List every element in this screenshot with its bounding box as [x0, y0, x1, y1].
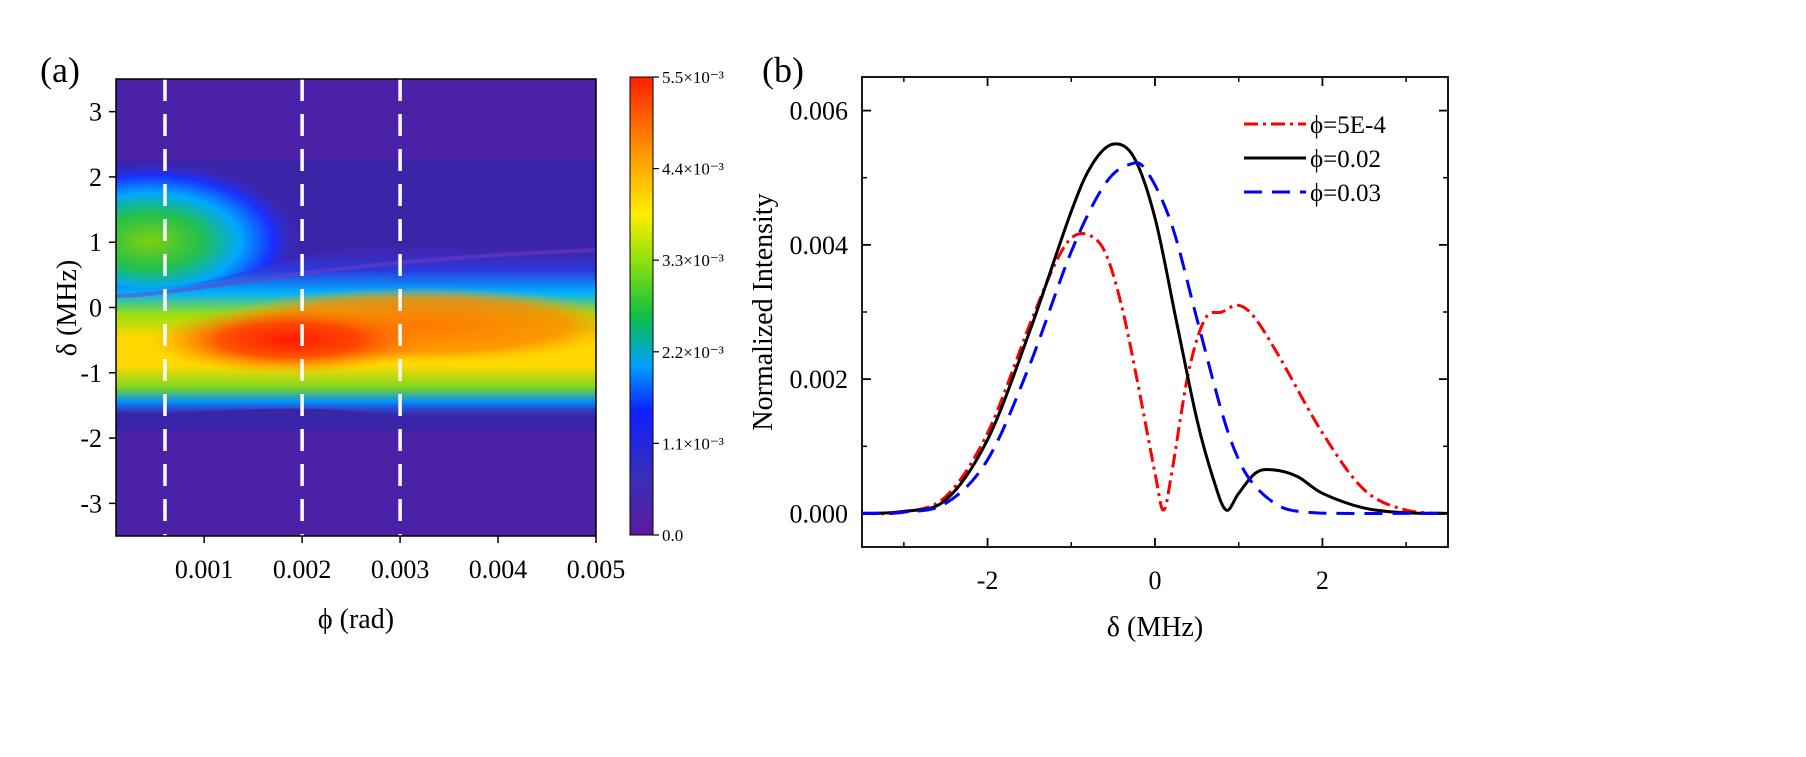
dashed-guide-lines: [163, 79, 402, 536]
series-line-1: [861, 232, 1449, 516]
panel-a-y-tick-label: -3: [80, 489, 102, 518]
panel-a-x-tick-label: 0.005: [567, 555, 626, 584]
panel-a-y-tick-label: 3: [89, 98, 102, 127]
panel-b-y-label: Normalized Intensity: [748, 193, 779, 430]
panel-a-axes: 0.001 0.002 0.003 0.004 0.005 -3 -2 -1 0 1 2 3: [80, 98, 625, 584]
legend-entry-label: ϕ=5E-4: [1310, 112, 1386, 139]
panel-a-y-tick-label: -2: [80, 424, 102, 453]
panel-b-x-tick-label: 0: [1149, 566, 1162, 595]
colorbar-tick-label: 4.4×10⁻³: [662, 160, 724, 179]
panel-b-x-tick-label: 2: [1316, 566, 1329, 595]
panel-b-x-tick-label: -2: [977, 566, 999, 595]
series-line-2: [861, 142, 1449, 515]
panel-a-y-label: δ (MHz): [52, 260, 83, 356]
panel-a-label: (a): [40, 50, 80, 90]
colorbar: [629, 76, 654, 536]
panel-a-x-tick-label: 0.004: [469, 555, 528, 584]
panel-b-y-tick-label: 0.004: [790, 231, 849, 260]
panel-b-y-tick-label: 0.002: [790, 365, 849, 394]
panel-a-y-tick-label: 1: [89, 228, 102, 257]
panel-a-y-tick-label: 2: [89, 163, 102, 192]
panel-b-y-tick-label: 0.000: [790, 499, 849, 528]
panel-b-axes: -2 0 2 0.000 0.002 0.004 0.006: [790, 77, 1448, 595]
heatmap-hotspot: [150, 306, 430, 374]
colorbar-tick-label: 5.5×10⁻³: [662, 68, 724, 87]
panel-b-label: (b): [762, 50, 804, 90]
colorbar-tick-label: 2.2×10⁻³: [662, 343, 724, 362]
heatmap-ridge: [116, 248, 596, 298]
legend-entry-label: ϕ=0.02: [1310, 146, 1381, 173]
panel-a-y-tick-label: 0: [89, 294, 102, 323]
panel-a-x-label: ϕ (rad): [318, 604, 394, 635]
panel-b-x-label: δ (MHz): [1107, 612, 1203, 643]
legend: ϕ=5E-4 ϕ=0.02 ϕ=0.03: [1244, 112, 1386, 207]
colorbar-tick-label: 0.0: [662, 526, 683, 545]
colorbar-tick-label: 1.1×10⁻³: [662, 434, 724, 453]
panel-a-x-tick-label: 0.003: [371, 555, 430, 584]
heatmap-plot-area: [116, 79, 596, 536]
colorbar-ticks: 0.0 1.1×10⁻³ 2.2×10⁻³ 3.3×10⁻³ 4.4×10⁻³ 5.5×1…: [653, 68, 724, 545]
panel-b-y-tick-label: 0.006: [790, 97, 849, 126]
panel-a-y-tick-label: -1: [80, 359, 102, 388]
panel-a-x-tick-label: 0.002: [273, 555, 332, 584]
series-line-3: [861, 161, 1448, 516]
panel-b-series: [861, 142, 1449, 516]
legend-entry-label: ϕ=0.03: [1310, 180, 1381, 207]
colorbar-tick-label: 3.3×10⁻³: [662, 251, 724, 270]
panel-a-x-tick-label: 0.001: [175, 555, 234, 584]
